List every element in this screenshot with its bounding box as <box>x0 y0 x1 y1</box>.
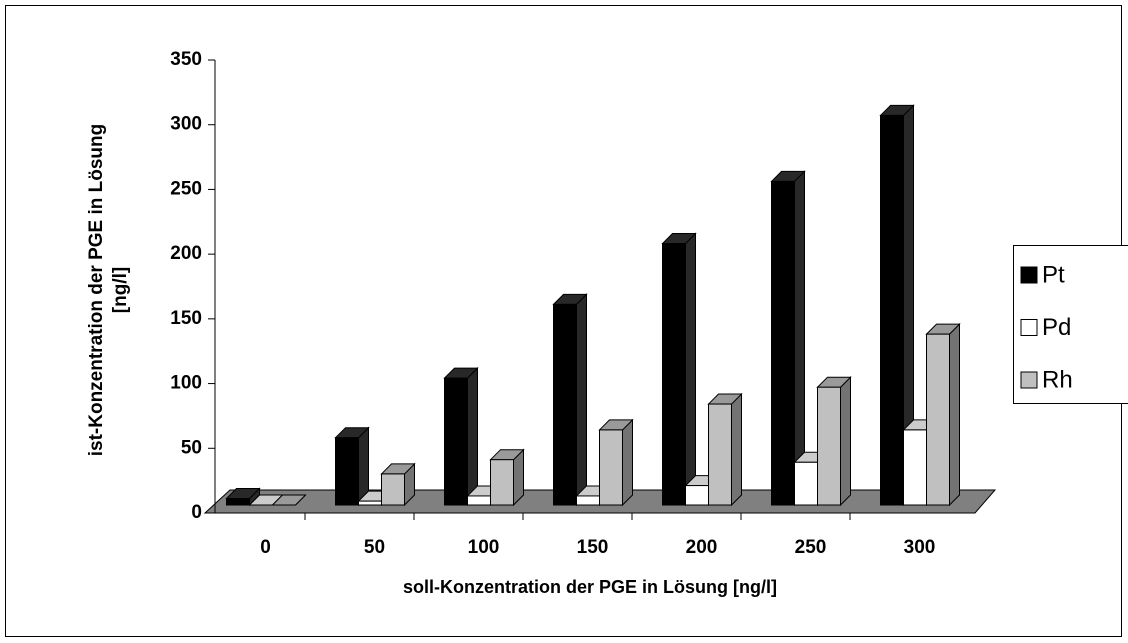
bar <box>685 485 709 506</box>
legend-label: Pt <box>1042 261 1065 288</box>
y-tick-label: 150 <box>170 308 202 329</box>
x-axis-title: soll-Konzentration der PGE in Lösung [ng… <box>403 577 777 597</box>
bar <box>817 386 841 506</box>
bar <box>926 333 950 506</box>
bar <box>576 495 600 506</box>
y-tick-label: 200 <box>170 243 202 264</box>
y-tick-label: 250 <box>170 178 202 199</box>
bar <box>662 243 686 506</box>
bar <box>599 429 623 506</box>
bar <box>381 473 405 506</box>
x-tick-label: 200 <box>686 537 718 558</box>
bar <box>553 303 577 506</box>
x-tick-label: 100 <box>468 537 500 558</box>
bar <box>358 500 382 506</box>
y-axis-title: ist-Konzentration der PGE in Lösung [ng/… <box>86 123 131 457</box>
bar <box>880 114 904 506</box>
bar <box>467 495 491 506</box>
bar <box>335 437 359 506</box>
bar-side <box>576 293 587 507</box>
x-tick-label: 0 <box>260 537 271 558</box>
x-tick-label: 250 <box>795 537 827 558</box>
y-tick-label: 300 <box>170 114 202 135</box>
bar <box>444 377 468 506</box>
y-tick-label: 100 <box>170 373 202 394</box>
legend-label: Pd <box>1042 314 1071 341</box>
bar-top <box>271 494 307 506</box>
bar <box>226 498 250 506</box>
legend-swatch <box>1020 319 1038 336</box>
bar <box>794 461 818 506</box>
legend-label: Rh <box>1042 366 1073 393</box>
x-tick-label: 150 <box>577 537 609 558</box>
y-tick-label: 350 <box>170 49 202 70</box>
bar <box>708 403 732 506</box>
bar <box>903 429 927 506</box>
y-tick-label: 50 <box>181 437 202 458</box>
x-tick-label: 50 <box>364 537 385 558</box>
y-tick-label: 0 <box>191 502 202 523</box>
legend-swatch <box>1020 266 1038 284</box>
bar-side <box>467 366 478 507</box>
bar <box>771 180 795 506</box>
bar-side <box>622 418 633 507</box>
x-tick-label: 300 <box>904 537 936 558</box>
bar-side <box>840 376 851 507</box>
legend-swatch <box>1020 371 1038 389</box>
bar-side <box>685 232 696 507</box>
bar-side <box>949 322 960 507</box>
bar-side <box>731 392 742 507</box>
bar <box>490 459 514 506</box>
